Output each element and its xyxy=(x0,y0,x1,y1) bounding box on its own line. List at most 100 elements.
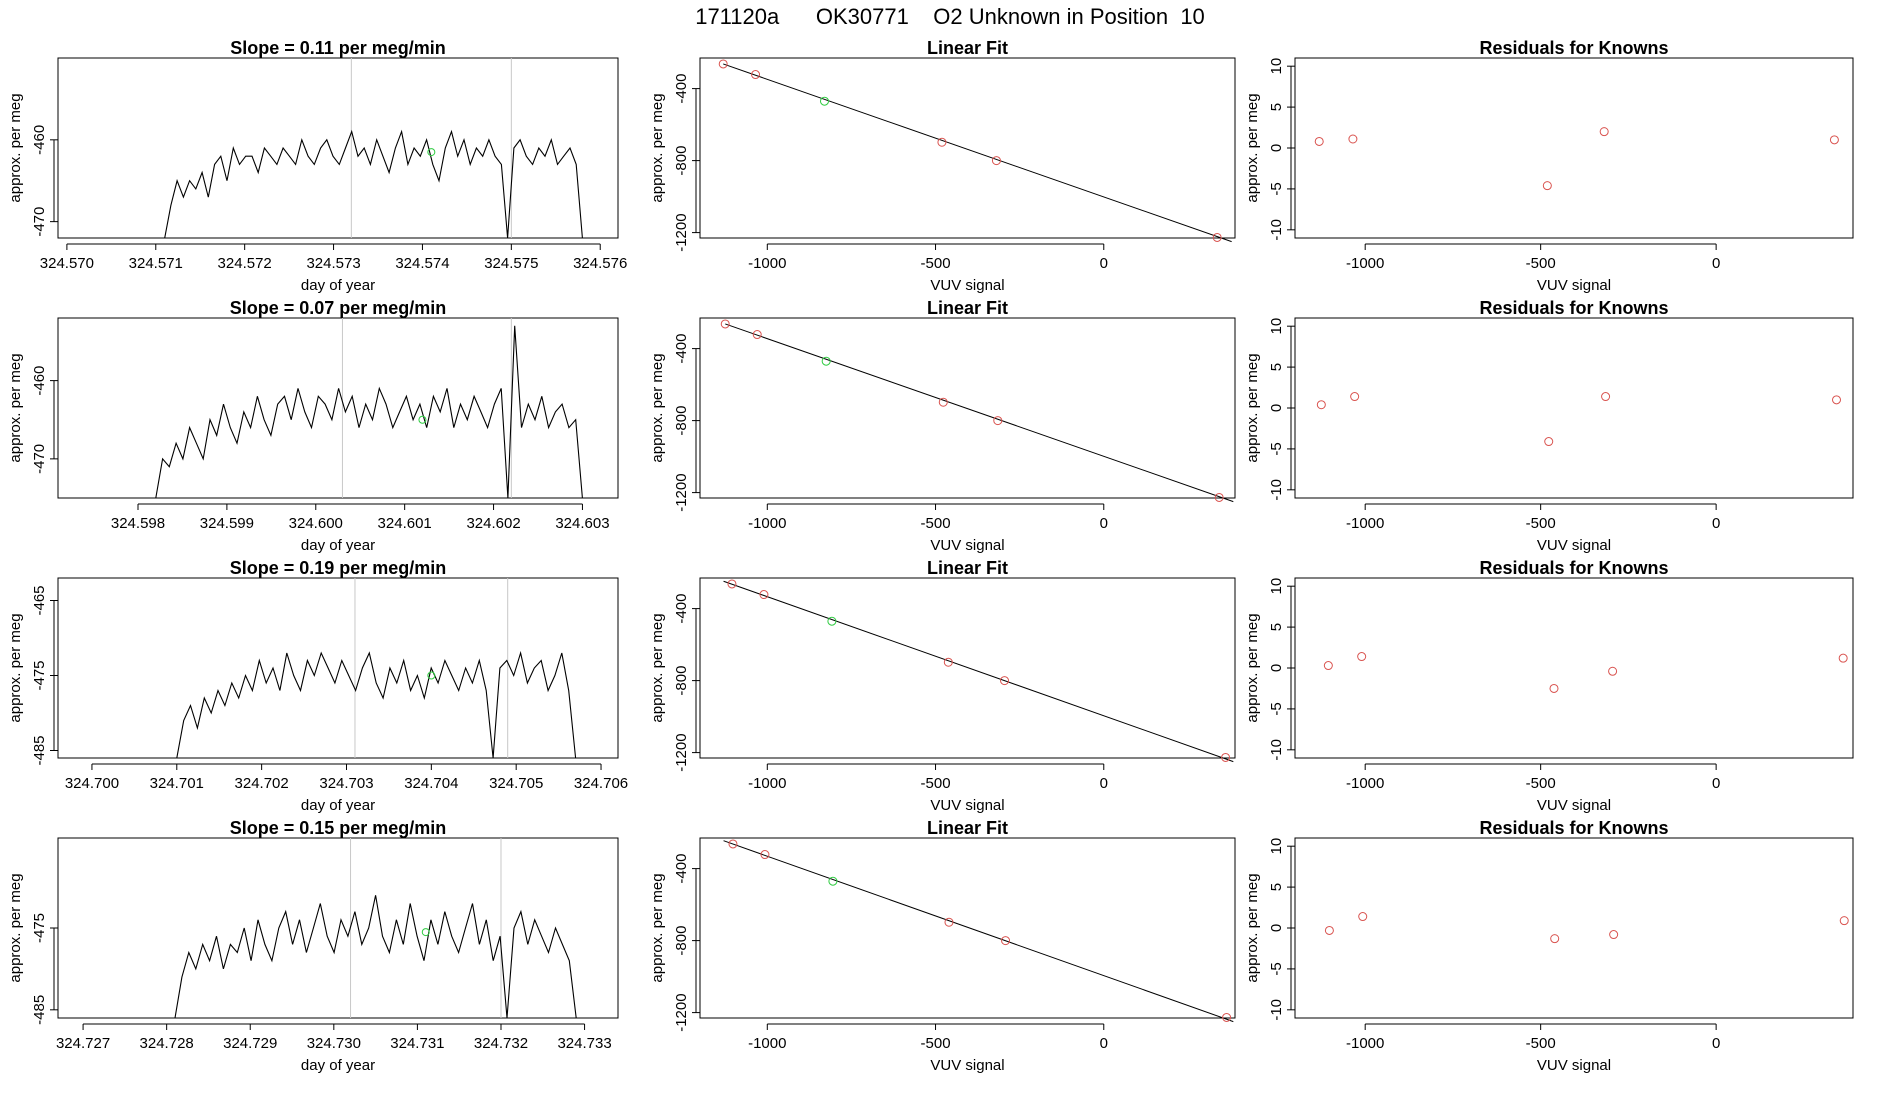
residual-point xyxy=(1550,934,1560,944)
known-point xyxy=(1212,232,1222,242)
known-point xyxy=(727,579,737,589)
unknown-point xyxy=(418,415,427,424)
residual-point xyxy=(1599,127,1609,137)
known-point xyxy=(938,397,948,407)
x-tick-label: -500 xyxy=(1526,775,1556,792)
chart-panel-6: Residuals for Knowns VUV signal approx. pe… xyxy=(1244,298,1854,554)
known-point xyxy=(728,839,738,849)
unknown-point xyxy=(828,876,838,886)
unknown-point xyxy=(421,928,430,937)
y-tick-label: -470 xyxy=(31,444,48,474)
known-point xyxy=(751,70,761,80)
x-tick-label: -1000 xyxy=(1346,255,1384,272)
y-tick-label: 0 xyxy=(1268,144,1285,152)
y-axis-label: approx. per meg xyxy=(649,353,666,462)
x-tick-label: -1000 xyxy=(1346,775,1384,792)
x-tick-label: -1000 xyxy=(1346,515,1384,532)
x-tick-label: 324.731 xyxy=(390,1035,444,1052)
x-axis-label: day of year xyxy=(301,1057,375,1074)
residual-point xyxy=(1314,136,1324,146)
chart-title: Residuals for Knowns xyxy=(1479,818,1668,838)
x-tick-label: 324.706 xyxy=(574,775,628,792)
y-axis-label: approx. per meg xyxy=(649,613,666,722)
y-tick-label: 5 xyxy=(1268,883,1285,891)
chart-title: Slope = 0.11 per meg/min xyxy=(230,38,446,58)
series-trace xyxy=(174,895,577,1018)
x-tick-label: 324.700 xyxy=(65,775,119,792)
y-tick-label: 5 xyxy=(1268,623,1285,631)
x-tick-label: 324.602 xyxy=(466,515,520,532)
chart-panel-7: Slope = 0.19 per meg/min day of year appro… xyxy=(7,558,628,814)
plot-frame xyxy=(699,577,1236,759)
chart-title: Slope = 0.19 per meg/min xyxy=(230,558,447,578)
residual-point xyxy=(1350,392,1360,402)
series-trace xyxy=(164,129,583,238)
chart-panel-11: Linear Fit VUV signal approx. per meg -1000… xyxy=(649,818,1236,1074)
x-axis-label: day of year xyxy=(301,537,375,554)
y-tick-label: -485 xyxy=(31,995,48,1025)
x-axis-label: VUV signal xyxy=(1537,537,1611,554)
x-tick-label: -500 xyxy=(921,1035,951,1052)
plot-frame xyxy=(57,837,619,1019)
unknown-point xyxy=(427,148,436,157)
y-tick-label: -400 xyxy=(673,334,690,364)
fit-line xyxy=(725,323,1234,503)
y-axis-label: approx. per meg xyxy=(7,93,24,202)
x-tick-label: -500 xyxy=(921,775,951,792)
chart-title: Slope = 0.15 per meg/min xyxy=(230,818,447,838)
chart-panel-9: Residuals for Knowns VUV signal approx. pe… xyxy=(1244,558,1854,814)
x-tick-label: 324.575 xyxy=(484,255,538,272)
residual-point xyxy=(1544,437,1554,447)
known-point xyxy=(1214,492,1224,502)
y-tick-label: -470 xyxy=(31,207,48,237)
x-tick-label: -500 xyxy=(921,255,951,272)
known-point xyxy=(760,850,770,860)
x-tick-label: 324.573 xyxy=(306,255,360,272)
y-tick-label: 5 xyxy=(1268,363,1285,371)
known-point xyxy=(718,59,728,69)
y-tick-label: -400 xyxy=(673,74,690,104)
y-tick-label: -475 xyxy=(31,913,48,943)
plot-frame xyxy=(1294,317,1854,499)
chart-title: Residuals for Knowns xyxy=(1479,558,1668,578)
chart-panel-1: Slope = 0.11 per meg/min day of year appro… xyxy=(7,38,627,294)
y-tick-label: -5 xyxy=(1268,182,1285,195)
y-tick-label: -485 xyxy=(31,735,48,765)
x-axis-label: VUV signal xyxy=(1537,797,1611,814)
residual-point xyxy=(1324,925,1334,935)
x-tick-label: 0 xyxy=(1100,775,1108,792)
known-point xyxy=(943,657,953,667)
y-tick-label: -1200 xyxy=(673,213,690,251)
x-axis-label: VUV signal xyxy=(1537,1057,1611,1074)
residual-point xyxy=(1542,181,1552,191)
plot-frame xyxy=(57,577,619,759)
x-tick-label: 0 xyxy=(1712,775,1720,792)
chart-panel-5: Linear Fit VUV signal approx. per meg -1000… xyxy=(649,298,1236,554)
x-tick-label: -500 xyxy=(1526,1035,1556,1052)
chart-panel-2: Linear Fit VUV signal approx. per meg -1000… xyxy=(649,38,1236,294)
plot-frame xyxy=(57,57,619,239)
y-tick-label: 0 xyxy=(1268,404,1285,412)
x-tick-label: 324.599 xyxy=(200,515,254,532)
x-tick-label: -1000 xyxy=(748,515,786,532)
chart-panel-4: Slope = 0.07 per meg/min day of year appro… xyxy=(7,298,619,554)
x-tick-label: 0 xyxy=(1100,515,1108,532)
series-trace xyxy=(176,650,577,758)
x-tick-label: 324.732 xyxy=(474,1035,528,1052)
known-point xyxy=(759,590,769,600)
known-point xyxy=(1000,676,1010,686)
known-point xyxy=(944,917,954,927)
y-tick-label: -800 xyxy=(673,926,690,956)
x-axis-label: VUV signal xyxy=(930,1057,1004,1074)
x-tick-label: -1000 xyxy=(748,255,786,272)
y-axis-label: approx. per meg xyxy=(649,873,666,982)
residual-point xyxy=(1839,916,1849,926)
plot-frame xyxy=(699,317,1236,499)
y-tick-label: -460 xyxy=(31,366,48,396)
y-tick-label: -400 xyxy=(673,594,690,624)
y-tick-label: -10 xyxy=(1268,219,1285,241)
x-tick-label: -1000 xyxy=(1346,1035,1384,1052)
y-tick-label: -1200 xyxy=(673,993,690,1031)
y-axis-label: approx. per meg xyxy=(1244,873,1261,982)
